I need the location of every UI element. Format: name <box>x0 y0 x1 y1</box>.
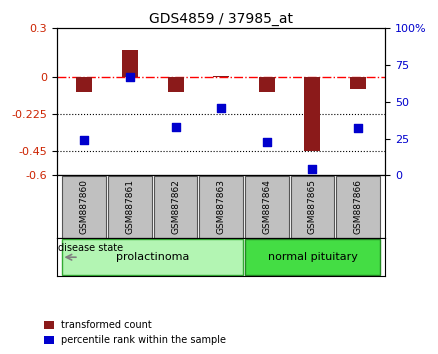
Bar <box>259 77 275 92</box>
Bar <box>350 77 366 89</box>
Bar <box>76 77 92 92</box>
Text: GSM887861: GSM887861 <box>125 179 134 234</box>
FancyBboxPatch shape <box>336 176 380 238</box>
FancyBboxPatch shape <box>245 176 289 238</box>
Text: GSM887865: GSM887865 <box>308 179 317 234</box>
FancyBboxPatch shape <box>62 239 243 275</box>
Point <box>309 166 316 172</box>
Bar <box>304 77 321 151</box>
Point <box>355 125 362 131</box>
Text: disease state: disease state <box>58 243 123 253</box>
Text: GSM887864: GSM887864 <box>262 179 271 234</box>
FancyBboxPatch shape <box>199 176 243 238</box>
FancyBboxPatch shape <box>245 239 380 275</box>
FancyBboxPatch shape <box>154 176 198 238</box>
FancyBboxPatch shape <box>108 176 152 238</box>
Text: GSM887863: GSM887863 <box>217 179 226 234</box>
Text: GSM887860: GSM887860 <box>80 179 89 234</box>
Legend: transformed count, percentile rank within the sample: transformed count, percentile rank withi… <box>40 316 230 349</box>
Text: GSM887866: GSM887866 <box>353 179 363 234</box>
Bar <box>122 50 138 77</box>
Text: normal pituitary: normal pituitary <box>268 252 357 262</box>
FancyBboxPatch shape <box>290 176 334 238</box>
Point <box>81 137 88 143</box>
Point <box>127 74 134 79</box>
Bar <box>168 77 184 92</box>
Bar <box>213 76 229 77</box>
Point <box>172 124 179 130</box>
Text: prolactinoma: prolactinoma <box>116 252 190 262</box>
Point <box>218 105 225 110</box>
FancyBboxPatch shape <box>62 176 106 238</box>
Point <box>263 139 270 145</box>
Title: GDS4859 / 37985_at: GDS4859 / 37985_at <box>149 12 293 26</box>
Text: GSM887862: GSM887862 <box>171 179 180 234</box>
